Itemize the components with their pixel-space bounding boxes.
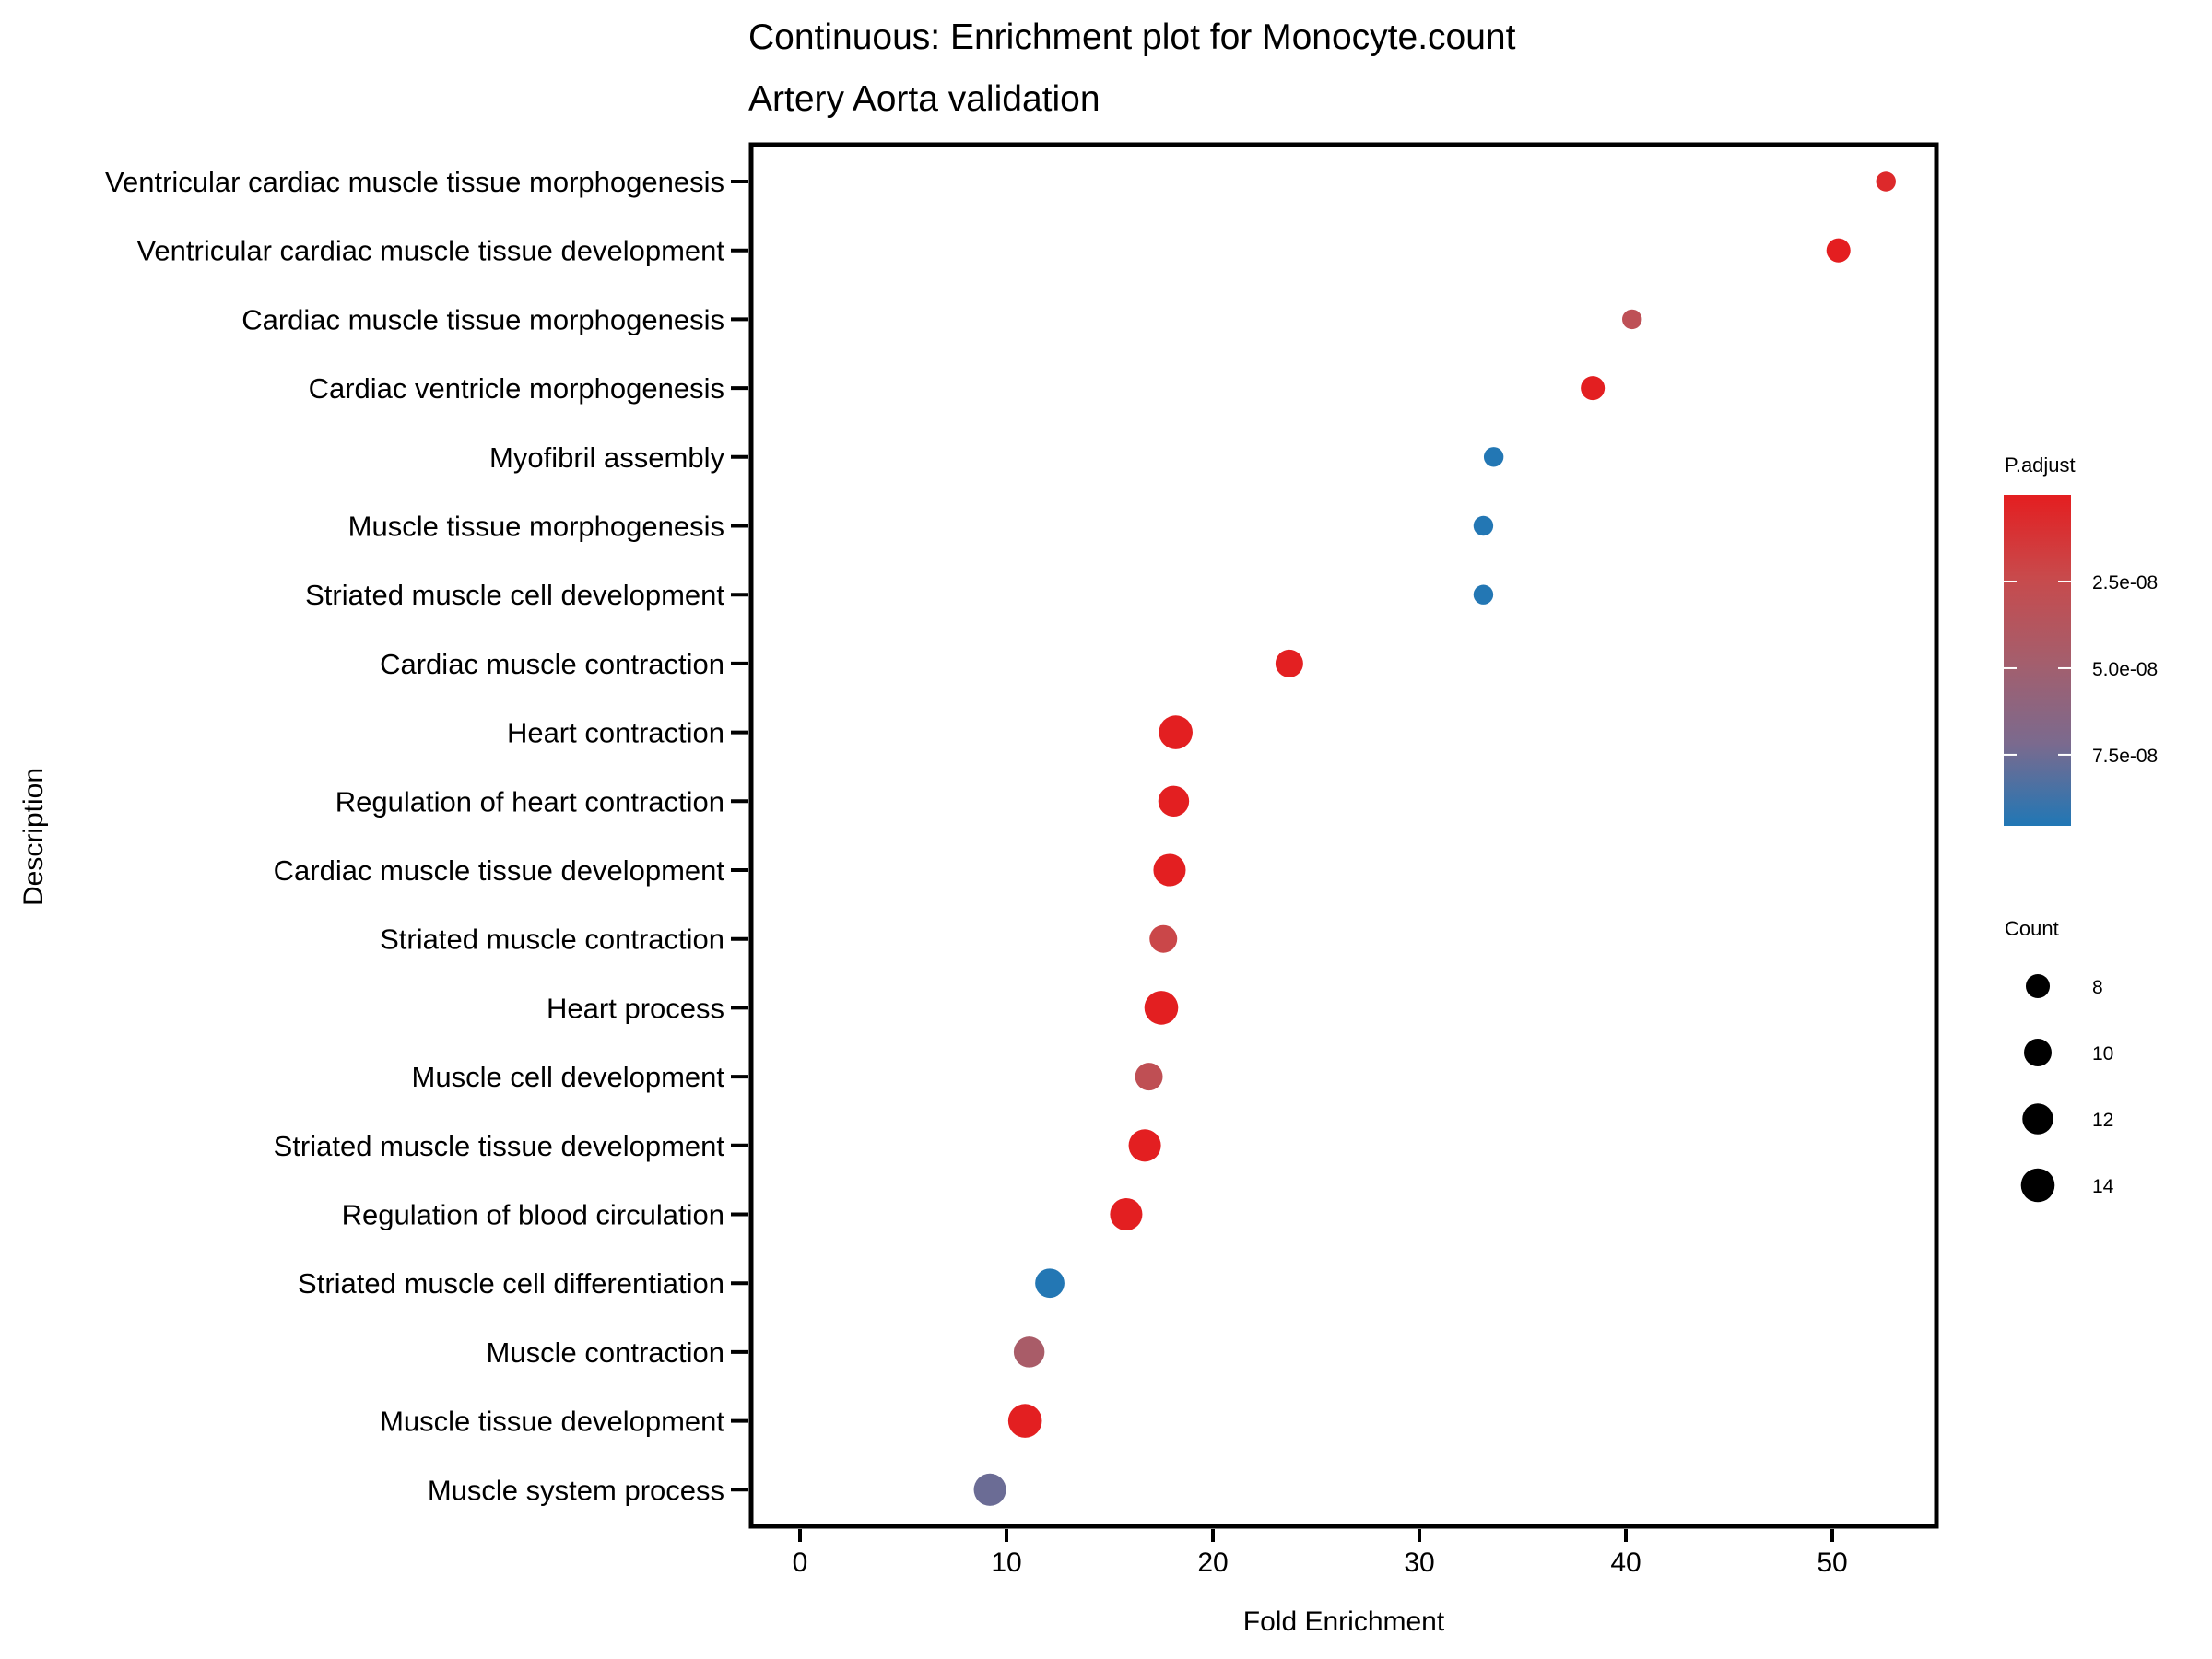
y-tick-label: Striated muscle contraction xyxy=(380,924,724,956)
size-legend-label: 10 xyxy=(2092,1043,2113,1065)
data-point xyxy=(1110,1197,1143,1231)
x-tick-label: 10 xyxy=(991,1547,1021,1578)
y-tick-label: Regulation of heart contraction xyxy=(335,785,724,818)
y-tick-label: Striated muscle cell development xyxy=(305,579,724,611)
colorbar-tick-label: 2.5e-08 xyxy=(2092,572,2158,594)
size-legend-label: 8 xyxy=(2092,977,2103,998)
size-legend-key xyxy=(2020,1168,2055,1203)
data-point xyxy=(1128,1129,1161,1162)
y-tick-label: Muscle contraction xyxy=(487,1336,724,1369)
y-tick-label: Heart process xyxy=(547,992,724,1024)
size-legend-title: Count xyxy=(2005,917,2059,940)
x-tick-label: 50 xyxy=(1817,1547,1847,1578)
y-tick-label: Cardiac muscle tissue morphogenesis xyxy=(241,303,724,335)
y-tick-label: Ventricular cardiac muscle tissue morpho… xyxy=(105,166,724,198)
size-legend-key xyxy=(2025,973,2051,999)
data-point xyxy=(1581,376,1606,401)
y-axis-title: Description xyxy=(18,768,49,906)
data-point xyxy=(1013,1336,1045,1368)
colorbar-tick-label: 7.5e-08 xyxy=(2092,746,2158,767)
y-tick-label: Muscle cell development xyxy=(412,1061,725,1093)
y-tick-label: Myofibril assembly xyxy=(489,441,724,474)
data-point xyxy=(1622,309,1642,330)
data-point xyxy=(973,1473,1006,1506)
y-axis-labels: Ventricular cardiac muscle tissue morpho… xyxy=(105,166,724,1506)
y-tick-label: Cardiac muscle tissue development xyxy=(274,854,725,887)
data-point xyxy=(1275,649,1303,677)
data-point xyxy=(1826,238,1851,263)
chart-subtitle: Artery Aorta validation xyxy=(748,79,1100,119)
size-legend-key xyxy=(2022,1103,2053,1135)
y-tick-label: Heart contraction xyxy=(507,717,724,749)
y-tick-label: Regulation of blood circulation xyxy=(342,1199,724,1231)
size-legend-label: 14 xyxy=(2092,1176,2114,1197)
plot-panel-border xyxy=(748,142,1939,1529)
y-tick-label: Ventricular cardiac muscle tissue develo… xyxy=(136,235,724,267)
color-legend-ticks: 2.5e-08 5.0e-08 7.5e-08 xyxy=(2004,572,2158,767)
y-tick-label: Striated muscle tissue development xyxy=(274,1130,725,1162)
y-tick-label: Cardiac muscle contraction xyxy=(380,648,724,680)
size-legend-keys: 8 10 12 14 xyxy=(2020,973,2114,1203)
data-point xyxy=(1135,1063,1163,1091)
chart-title: Continuous: Enrichment plot for Monocyte… xyxy=(748,18,1516,57)
size-legend: Count 8 10 12 14 xyxy=(2005,917,2114,1203)
data-point xyxy=(1149,924,1178,953)
x-axis-title: Fold Enrichment xyxy=(1243,1606,1445,1637)
data-point xyxy=(1144,991,1179,1025)
x-tick-label: 0 xyxy=(793,1547,808,1578)
x-tick-label: 40 xyxy=(1610,1547,1641,1578)
data-point xyxy=(1473,584,1494,605)
data-points xyxy=(973,171,1896,1506)
data-point xyxy=(1473,515,1494,536)
size-legend-key xyxy=(2024,1039,2052,1066)
data-point xyxy=(1876,171,1896,192)
data-point xyxy=(1035,1268,1065,1299)
color-legend: P.adjust 2.5e-08 5.0e-08 7.5e-08 xyxy=(2004,453,2158,826)
y-tick-label: Muscle tissue development xyxy=(380,1406,724,1438)
data-point xyxy=(1153,853,1186,887)
y-tick-label: Muscle system process xyxy=(428,1474,724,1506)
color-legend-bar xyxy=(2004,495,2071,826)
color-legend-title: P.adjust xyxy=(2005,453,2076,477)
data-point xyxy=(1483,447,1504,467)
data-point xyxy=(1007,1404,1042,1438)
y-tick-label: Striated muscle cell differentiation xyxy=(298,1267,724,1300)
colorbar-tick-label: 5.0e-08 xyxy=(2092,659,2158,680)
data-point xyxy=(1158,785,1190,818)
x-tick-label: 30 xyxy=(1404,1547,1434,1578)
data-point xyxy=(1159,715,1193,749)
y-tick-label: Cardiac ventricle morphogenesis xyxy=(309,372,724,405)
y-tick-label: Muscle tissue morphogenesis xyxy=(348,511,724,543)
size-legend-label: 12 xyxy=(2092,1110,2113,1131)
x-tick-label: 20 xyxy=(1197,1547,1228,1578)
x-axis-ticks: 0 10 20 30 40 50 xyxy=(793,1529,1848,1578)
y-axis-ticks xyxy=(731,180,748,1492)
